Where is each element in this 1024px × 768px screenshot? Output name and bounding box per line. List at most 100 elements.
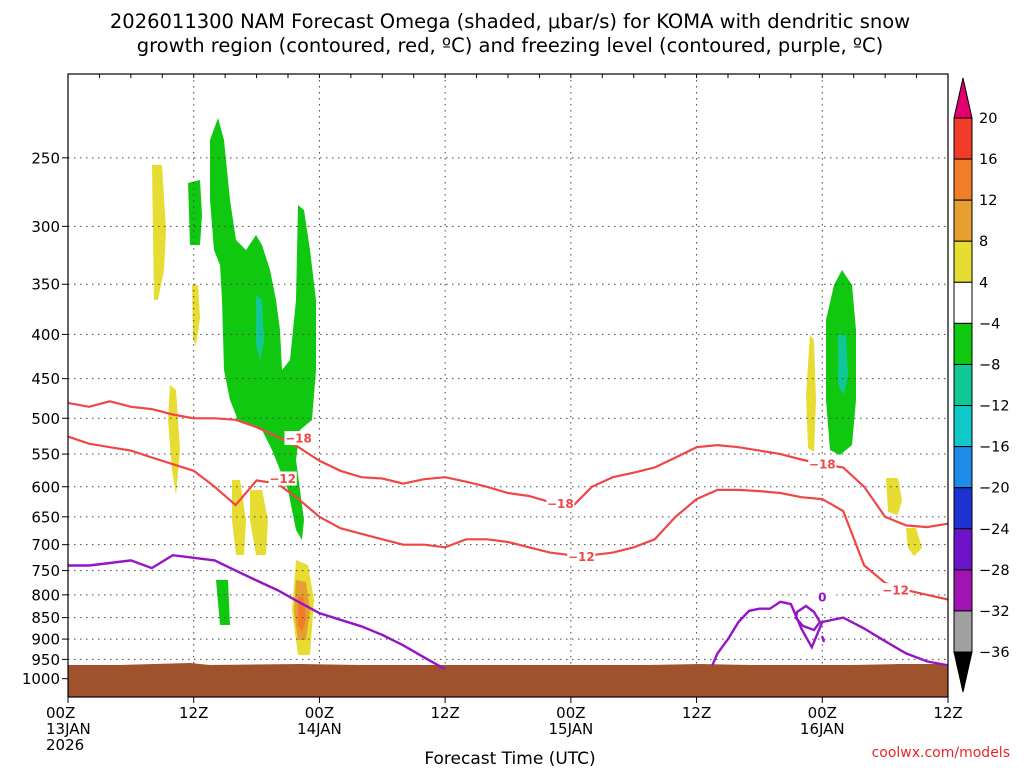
x-tick-label-0-0: 00Z xyxy=(46,704,75,722)
dgz-upper-contour xyxy=(67,400,949,529)
colorbar-label-12: −32 xyxy=(979,604,1010,620)
x-axis-title: Forecast Time (UTC) xyxy=(424,749,595,768)
y-tick-label-500: 500 xyxy=(31,410,60,428)
contour-label-4: −18 xyxy=(809,458,836,472)
x-tick-label-4-0: 00Z xyxy=(556,704,585,722)
plot-area: −18 −12 −18 −12 −18 −12 0 xyxy=(67,73,949,698)
contour-label-0: −18 xyxy=(285,432,312,446)
x-tick-label-7-0: 12Z xyxy=(933,704,962,722)
colorbar-label-10: −24 xyxy=(979,522,1010,538)
colorbar-swatch-6 xyxy=(953,363,973,407)
contour-label-bg xyxy=(808,590,837,605)
contour-label-6: 0 xyxy=(818,591,826,605)
contours xyxy=(67,400,949,671)
contour-labels: −18 −12 −18 −12 −18 −12 0 xyxy=(268,431,910,605)
x-tick-label-0-1: 13JAN xyxy=(46,720,91,738)
colorbar-label-2: 12 xyxy=(979,193,997,209)
colorbar-swatch-8 xyxy=(953,446,973,489)
x-tick-label-1-0: 12Z xyxy=(179,704,208,722)
colorbar: 20 16 12 8 4 −4 −8 −12 −16 −20 −24 −28 −32 −36 xyxy=(953,77,1010,693)
y-tick-label-550: 550 xyxy=(31,446,60,464)
contour-label-3: −12 xyxy=(568,550,595,564)
colorbar-label-3: 8 xyxy=(979,234,988,250)
colorbar-swatch-12 xyxy=(953,610,973,653)
omega-area-teal-2 xyxy=(838,335,848,395)
contour-label-bg xyxy=(268,471,297,486)
colorbar-top-arrow xyxy=(953,77,973,119)
contour-label-5: −12 xyxy=(882,584,909,598)
colorbar-swatch-5 xyxy=(953,322,973,365)
credit-link[interactable]: coolwx.com/models xyxy=(872,745,1010,761)
colorbar-label-6: −8 xyxy=(979,357,1000,373)
freezing-level-contour-dot xyxy=(820,635,826,643)
y-tick-label-950: 950 xyxy=(31,651,60,669)
grid-lines xyxy=(68,74,948,697)
colorbar-label-11: −28 xyxy=(979,563,1010,579)
freezing-level-contour xyxy=(68,553,446,671)
x-tick-label-5-0: 12Z xyxy=(682,704,711,722)
x-tick-label-2-0: 00Z xyxy=(305,704,334,722)
chart-title-line1: 2026011300 NAM Forecast Omega (shaded, μ… xyxy=(110,10,910,33)
ground-edge xyxy=(68,663,948,668)
colorbar-label-9: −20 xyxy=(979,481,1010,497)
omega-area-teal-1 xyxy=(256,295,264,360)
freezing-level-contour-loop xyxy=(794,604,822,632)
contour-label-bg xyxy=(284,431,313,446)
colorbar-swatch-0 xyxy=(953,117,973,160)
colorbar-swatch-7 xyxy=(953,405,973,448)
omega-area-yellow-4 xyxy=(232,480,246,555)
omega-area-yellow-2 xyxy=(192,285,200,345)
y-tick-label-600: 600 xyxy=(31,478,60,496)
x-tick-label-3-0: 12Z xyxy=(430,704,459,722)
colorbar-swatch-9 xyxy=(953,487,973,530)
colorbar-label-5: −4 xyxy=(979,316,1000,332)
omega-area-yellow-9 xyxy=(906,528,922,556)
x-tick-label-6-0: 00Z xyxy=(808,704,837,722)
colorbar-swatch-4 xyxy=(953,281,973,324)
contour-label-2: −18 xyxy=(547,497,574,511)
x-tick-label-0-2: 2026 xyxy=(46,736,84,754)
contour-label-bg xyxy=(567,549,596,564)
colorbar-swatch-2 xyxy=(953,199,973,242)
colorbar-label-7: −12 xyxy=(979,399,1010,415)
colorbar-label-0: 20 xyxy=(979,111,997,127)
contour-label-bg xyxy=(546,496,575,511)
omega-area-yellow-7 xyxy=(806,335,816,452)
x-tick-label-4-1: 15JAN xyxy=(548,720,593,738)
y-tick-label-300: 300 xyxy=(31,218,60,236)
plot-frame xyxy=(67,73,949,698)
colorbar-label-8: −16 xyxy=(979,440,1010,456)
omega-area-green-3 xyxy=(216,580,230,625)
x-tick-label-6-1: 16JAN xyxy=(800,720,845,738)
colorbar-label-1: 16 xyxy=(979,152,997,168)
omega-area-yellow-5 xyxy=(250,490,268,555)
y-tick-label-250: 250 xyxy=(31,149,60,167)
ground-terrain xyxy=(68,665,948,697)
colorbar-label-4: 4 xyxy=(979,275,988,291)
contour-label-bg xyxy=(808,457,837,472)
y-tick-label-800: 800 xyxy=(31,586,60,604)
y-tick-label-350: 350 xyxy=(31,276,60,294)
y-axis: 250 300 350 400 450 500 550 600 650 700 750 800 850 9… xyxy=(22,149,68,688)
y-tick-label-400: 400 xyxy=(31,326,60,344)
y-tick-label-450: 450 xyxy=(31,370,60,388)
omega-area-green-1 xyxy=(188,180,202,245)
colorbar-bottom-arrow xyxy=(953,651,973,693)
colorbar-swatch-3 xyxy=(953,240,973,283)
y-tick-label-850: 850 xyxy=(31,609,60,627)
omega-area-yellow-3 xyxy=(168,385,180,495)
y-tick-label-900: 900 xyxy=(31,631,60,649)
y-tick-label-700: 700 xyxy=(31,536,60,554)
dgz-lower-contour xyxy=(67,435,949,601)
colorbar-swatch-1 xyxy=(953,158,973,201)
contour-label-bg xyxy=(881,583,910,598)
contour-label-1: −12 xyxy=(269,472,296,486)
y-tick-label-750: 750 xyxy=(31,562,60,580)
y-tick-label-650: 650 xyxy=(31,508,60,526)
colorbar-label-13: −36 xyxy=(979,645,1010,661)
y-tick-label-1000: 1000 xyxy=(22,670,60,688)
omega-area-yellow-1 xyxy=(152,165,166,300)
colorbar-swatch-11 xyxy=(953,569,973,612)
